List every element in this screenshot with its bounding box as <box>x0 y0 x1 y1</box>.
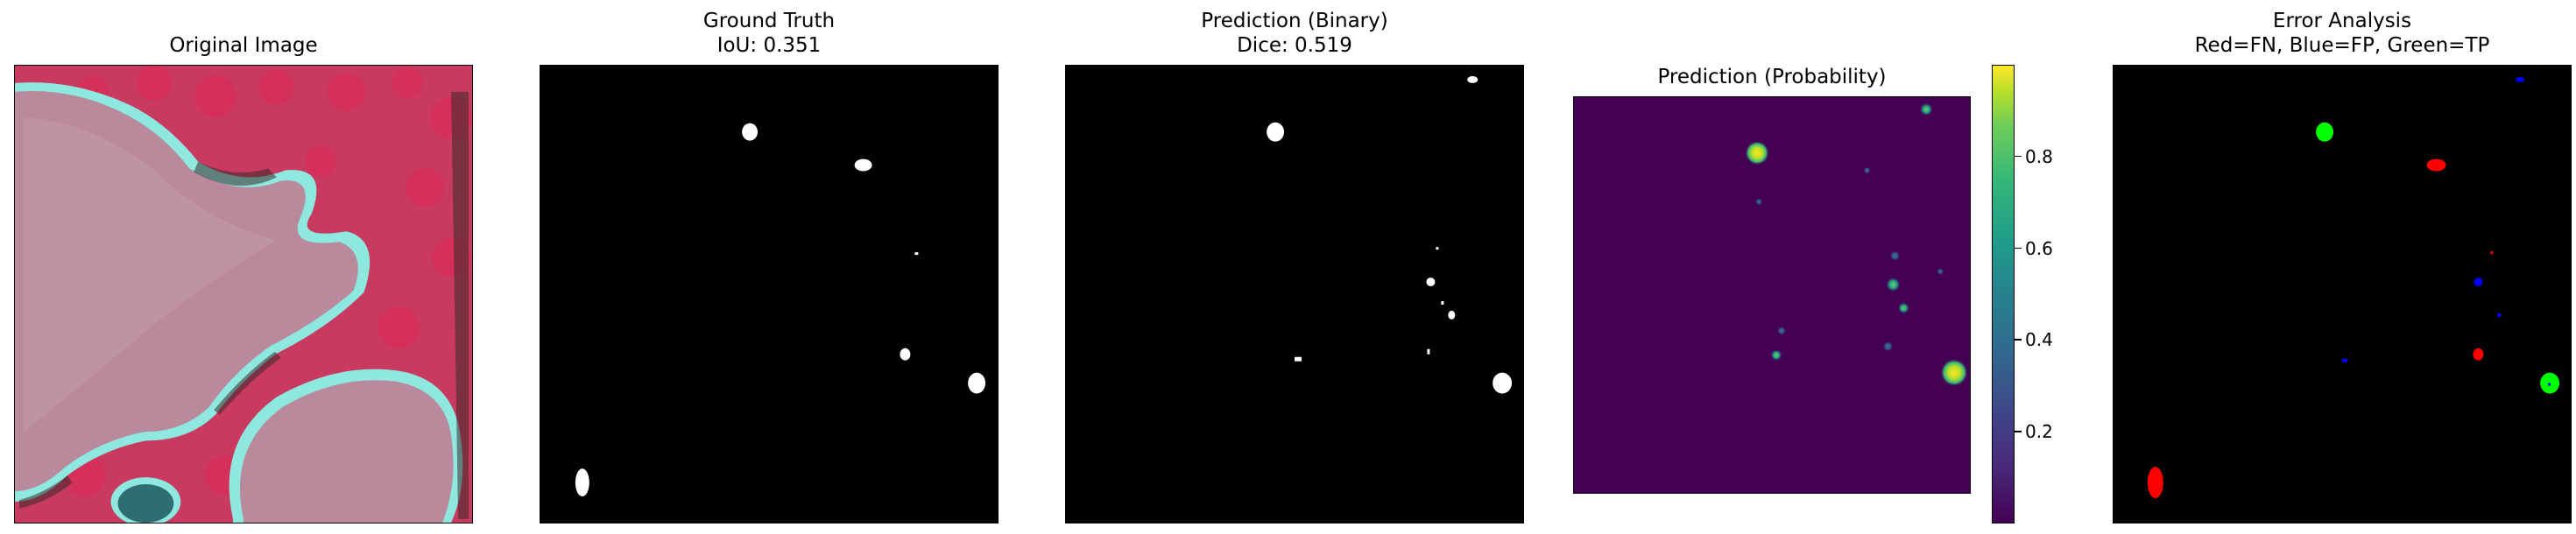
colorbar-tick <box>2015 431 2022 432</box>
colorbar-tick-label: 0.6 <box>2025 237 2053 259</box>
fp-regions <box>2342 76 2551 386</box>
colorbar-tick <box>2015 247 2022 249</box>
error-analysis-map <box>2113 65 2572 523</box>
colorbar-tick-label: 0.2 <box>2025 421 2053 443</box>
ground-truth-mask <box>540 65 999 523</box>
panel-title-prediction-probability: Prediction (Probability) <box>1657 66 1887 88</box>
panel-title-ground-truth: Ground Truth IoU: 0.351 <box>702 10 836 57</box>
colorbar-tick <box>2015 339 2022 341</box>
colorbar-tick-label: 0.4 <box>2025 329 2053 351</box>
original-image <box>14 65 473 523</box>
colorbar <box>1992 65 2015 523</box>
fn-regions <box>2147 158 2494 499</box>
colorbar-tick <box>2015 155 2022 158</box>
prediction-binary-mask <box>1065 65 1524 523</box>
panel-title-prediction-binary: Prediction (Binary) Dice: 0.519 <box>1201 10 1388 57</box>
panel-title-original: Original Image <box>169 34 318 57</box>
prediction-probability-map <box>1573 96 1971 494</box>
colorbar-tick-label: 0.8 <box>2025 145 2053 167</box>
tp-regions <box>2316 122 2560 394</box>
panel-title-error-analysis: Error Analysis Red=FN, Blue=FP, Green=TP <box>2194 10 2490 57</box>
